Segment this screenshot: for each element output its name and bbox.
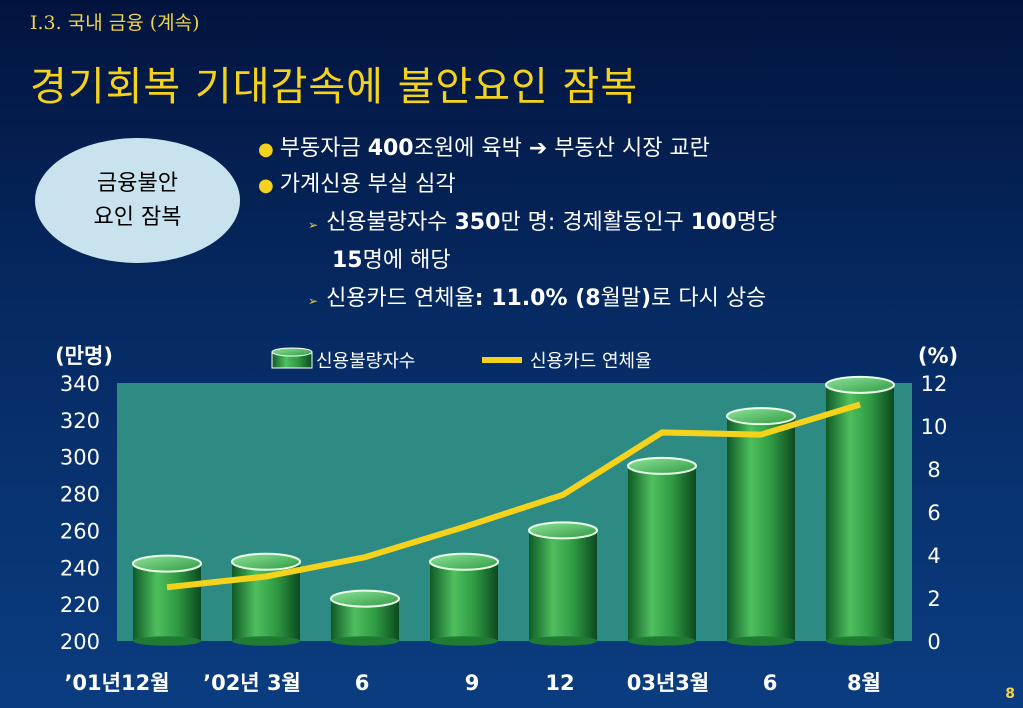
category-label: 12 (545, 671, 574, 695)
sub-bullet-card-delinquency: ➢ 신용카드 연체율: 11.0% (8월말)로 다시 상승 (308, 280, 766, 312)
legend-bar-swatch-icon (271, 347, 313, 369)
bullet-bold: ) (641, 286, 652, 311)
bar (627, 456, 697, 646)
right-tick-label: 0 (927, 630, 940, 654)
bullet-text: 부동자금 (279, 136, 368, 161)
bar (330, 589, 400, 646)
bullet-text: 신용카드 연체율 (326, 286, 475, 311)
left-axis-label: (만명) (55, 344, 113, 368)
bullet-text: 조원에 육박 (413, 136, 529, 161)
left-tick-label: 220 (60, 593, 100, 617)
bar (726, 407, 796, 646)
bullet-floating-funds: ● 부동자금 400조원에 육박 ➔ 부동산 시장 교란 (258, 130, 710, 162)
category-label: 9 (465, 671, 480, 695)
bullet-bold: 100 (690, 210, 737, 235)
bullet-bold: 350 (454, 210, 501, 235)
sub-bullet-delinquents: ➢ 신용불량자수 350만 명: 경제활동인구 100명당 (308, 204, 777, 236)
page-title: 경기회복 기대감속에 불안요인 잠복 (30, 64, 639, 110)
category-label: 6 (355, 671, 370, 695)
left-tick-label: 340 (60, 372, 100, 396)
bullet-bold: 15 (332, 248, 363, 273)
bullet-text: 부동산 시장 교란 (547, 136, 710, 161)
bar (231, 552, 301, 646)
category-label: ’02년 3월 (203, 671, 301, 695)
bar (825, 375, 895, 646)
left-tick-label: 320 (60, 409, 100, 433)
bullet-text: 만 명: 경제활동인구 (500, 210, 691, 235)
right-tick-label: 2 (927, 587, 940, 611)
right-tick-label: 8 (927, 458, 940, 482)
bullet-text: 명에 해당 (362, 248, 451, 273)
bar (132, 554, 202, 646)
arrowhead-icon: ➢ (308, 294, 319, 308)
bullet-dot-icon: ● (258, 139, 274, 160)
left-tick-label: 280 (60, 483, 100, 507)
category-label: 03년3월 (627, 671, 709, 695)
category-label: 8월 (847, 671, 881, 695)
legend-bar-label: 신용불량자수 (316, 351, 415, 372)
category-label: ’01년12월 (64, 671, 169, 695)
delinquency-line (166, 401, 861, 591)
bullet-bold: 400 (367, 136, 414, 161)
bullet-dot-icon: ● (258, 175, 274, 196)
legend-line-label: 신용카드 연체율 (530, 351, 652, 372)
right-tick-label: 10 (921, 415, 948, 439)
arrowhead-icon: ➢ (308, 218, 319, 232)
bullet-text: 로 다시 상승 (651, 286, 767, 311)
left-tick-label: 200 (60, 630, 100, 654)
right-axis-label: (%) (918, 344, 958, 368)
left-tick-label: 300 (60, 446, 100, 470)
bullet-household-credit: ● 가계신용 부실 심각 (258, 166, 456, 198)
page-number: 8 (1005, 686, 1015, 702)
left-tick-label: 240 (60, 556, 100, 580)
bullet-text: 신용불량자수 (326, 210, 455, 235)
bullet-text: 가계신용 부실 심각 (279, 172, 456, 197)
bullet-bold: : 11.0% (8 (474, 286, 601, 311)
category-label: 6 (763, 671, 778, 695)
bullet-text: 월말 (600, 286, 642, 311)
sub-bullet-delinquents-cont: 15명에 해당 (332, 242, 451, 274)
risk-callout: 금융불안 요인 잠복 (35, 138, 240, 263)
bar (429, 552, 499, 646)
arrow-right-icon: ➔ (528, 136, 548, 161)
section-label: I.3. 국내 금융 (계속) (30, 12, 200, 34)
right-tick-label: 6 (927, 501, 940, 525)
bar (528, 521, 598, 646)
left-tick-label: 260 (60, 519, 100, 543)
chart-legend: 신용불량자수 신용카드 연체율 (271, 347, 652, 372)
bullet-text: 명당 (736, 210, 778, 235)
right-tick-label: 12 (921, 372, 948, 396)
right-tick-label: 4 (927, 544, 940, 568)
